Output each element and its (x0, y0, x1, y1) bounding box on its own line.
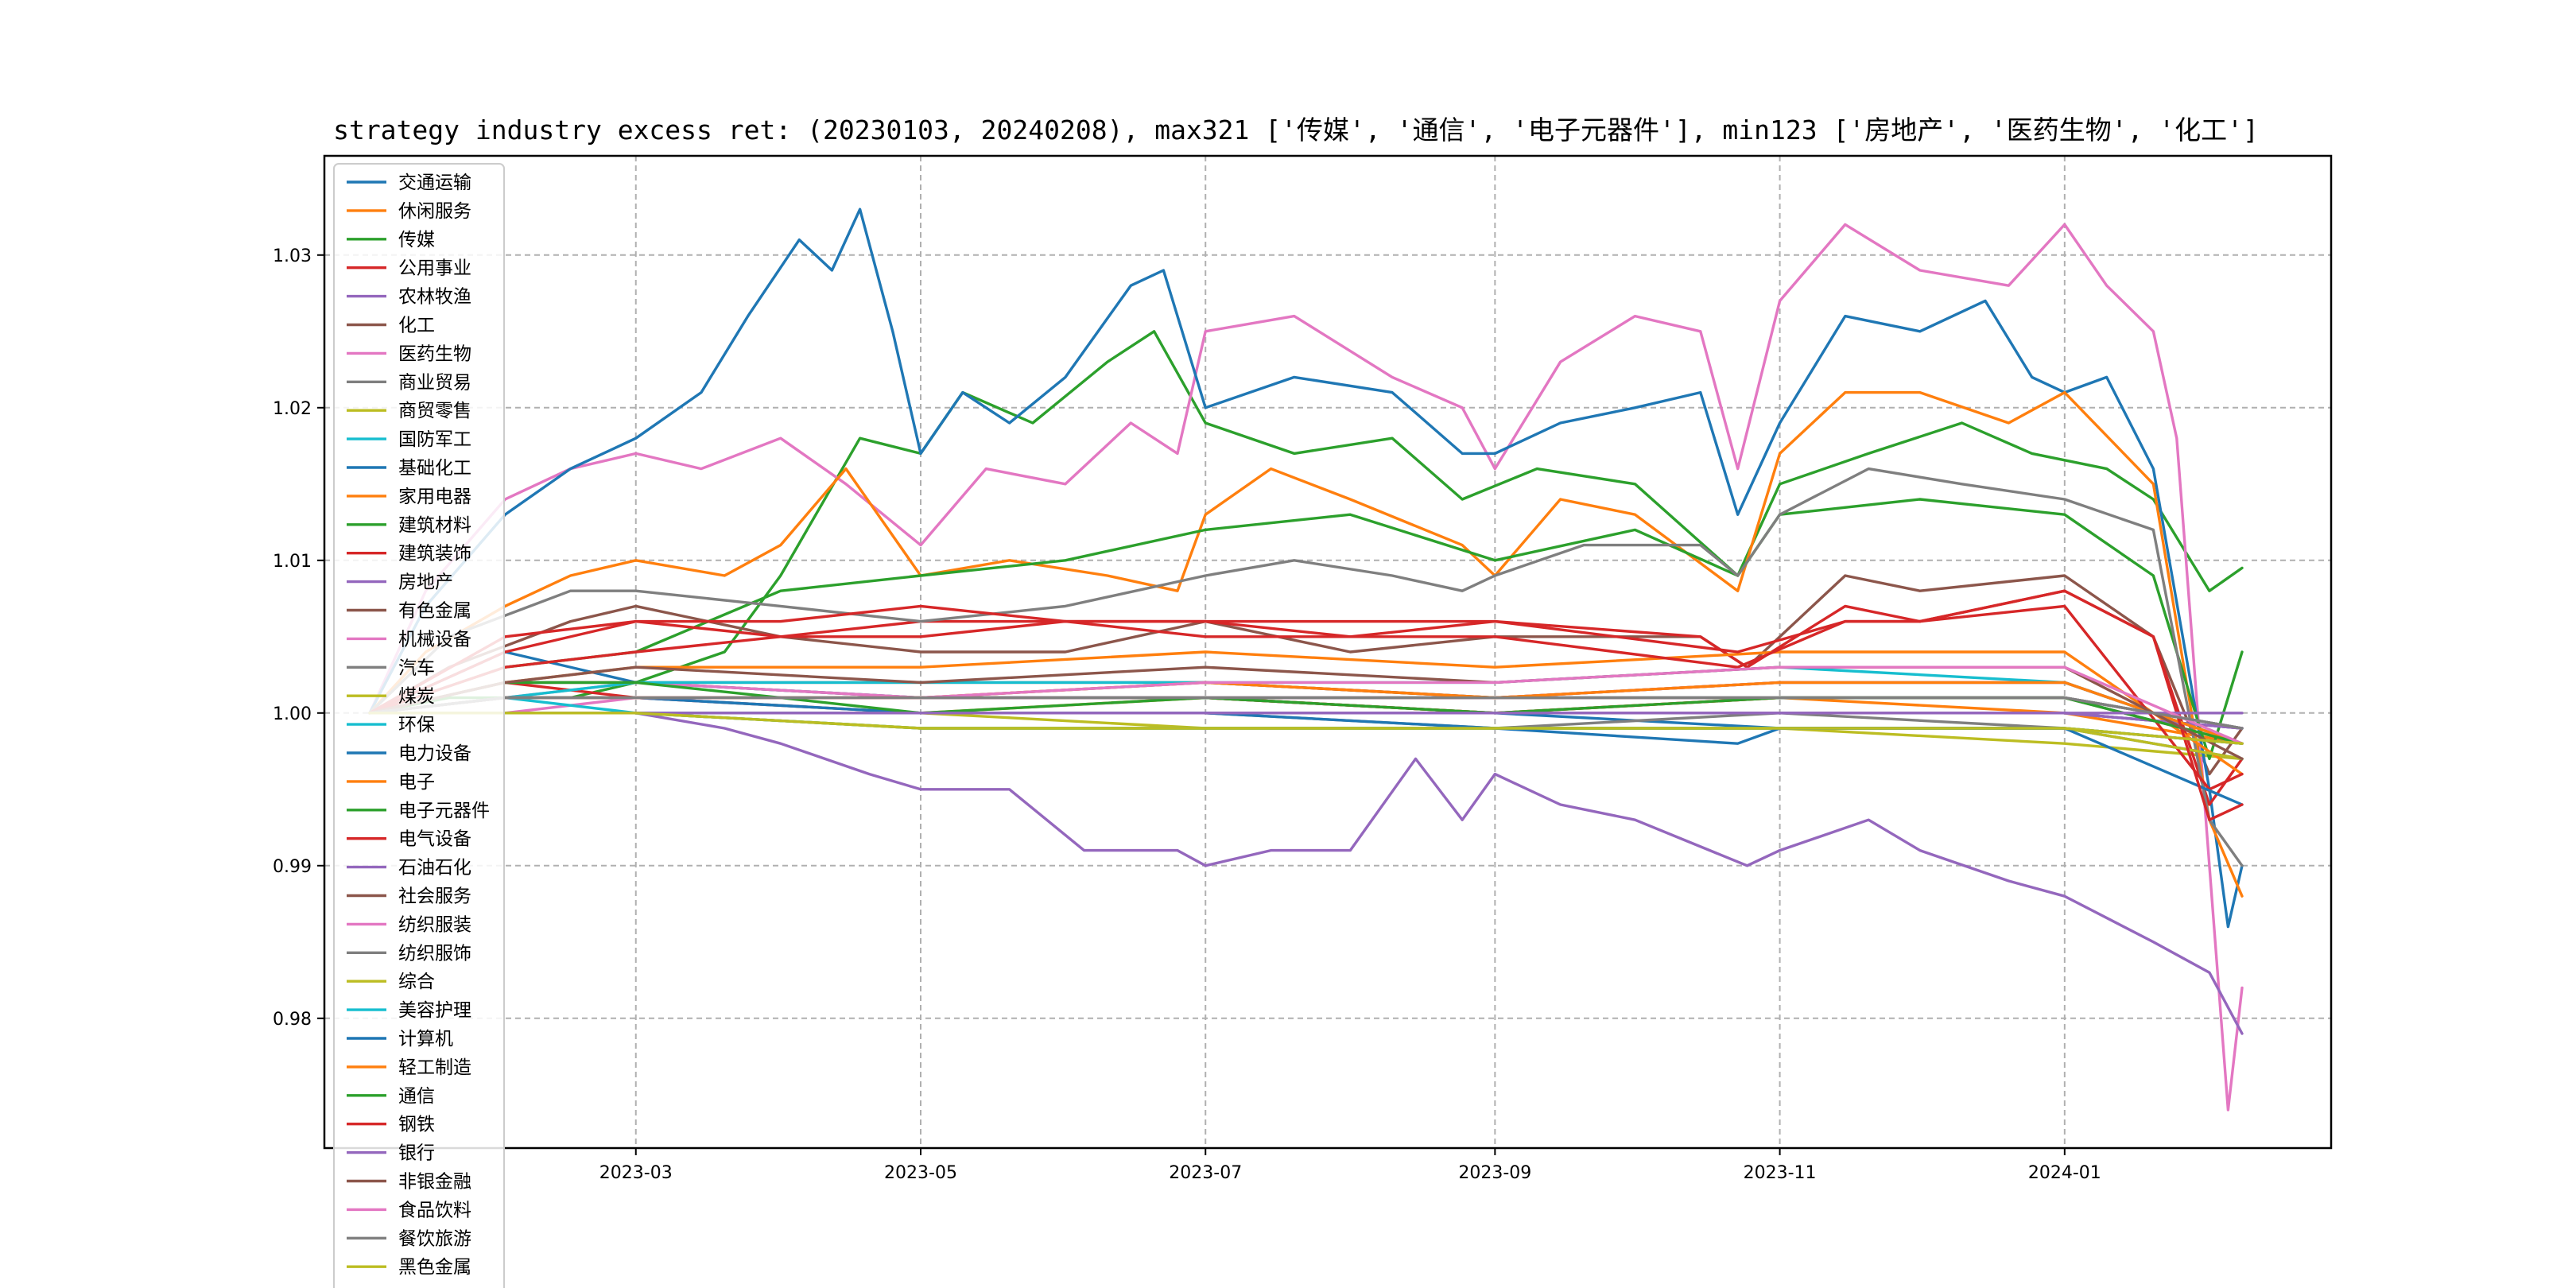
legend-label: 电力设备 (398, 743, 471, 764)
tick-layer: 2023-03 2023-05 2023-07 2023-09 2023-11 2024-… (273, 246, 2101, 1183)
series-line (368, 589, 2244, 821)
legend-box (333, 163, 505, 1288)
legend-label: 房地产 (398, 572, 453, 593)
series-line (368, 390, 2244, 898)
legend-label: 纺织服装 (398, 914, 471, 935)
legend-label: 电子元器件 (398, 801, 490, 821)
legend-label: 有色金属 (398, 601, 471, 622)
series-line (368, 712, 2244, 745)
legend-label: 基础化工 (398, 458, 471, 479)
legend-label: 国防军工 (398, 429, 471, 450)
x-tick-label: 2023-03 (599, 1163, 673, 1183)
legend-label: 汽车 (398, 658, 435, 678)
y-tick-label: 1.01 (273, 552, 312, 572)
series-line (368, 574, 2244, 776)
legend-label: 家用电器 (398, 487, 471, 507)
legend-label: 黑色金属 (398, 1257, 471, 1278)
legend-label: 煤炭 (398, 686, 435, 707)
legend: 交通运输休闲服务传媒公用事业农林牧渔化工医药生物商业贸易商贸零售国防军工基础化工… (333, 163, 505, 1288)
x-tick-label: 2023-05 (884, 1163, 957, 1183)
chart-title: strategy industry excess ret: (20230103,… (333, 114, 2259, 145)
legend-label: 银行 (398, 1143, 435, 1164)
y-tick-label: 1.03 (273, 246, 312, 266)
legend-label: 医药生物 (398, 343, 471, 364)
legend-label: 美容护理 (398, 1000, 471, 1021)
series-line (368, 604, 2244, 791)
series-line (368, 712, 2244, 1035)
legend-label: 公用事业 (398, 258, 471, 279)
legend-label: 化工 (398, 316, 435, 336)
legend-label: 社会服务 (398, 886, 471, 907)
legend-label: 纺织服饰 (398, 943, 471, 964)
legend-label: 通信 (398, 1086, 435, 1107)
legend-label: 餐饮旅游 (398, 1228, 471, 1249)
series-line (368, 498, 2244, 761)
x-tick-label: 2023-11 (1744, 1163, 1817, 1183)
legend-label: 传媒 (398, 230, 435, 250)
legend-label: 钢铁 (398, 1115, 435, 1135)
y-tick-label: 1.02 (273, 399, 312, 419)
legend-label: 商贸零售 (398, 401, 471, 421)
x-tick-label: 2023-07 (1169, 1163, 1242, 1183)
legend-label: 电子 (398, 772, 435, 793)
series-line (368, 223, 2244, 1111)
legend-label: 石油石化 (398, 858, 471, 879)
legend-label: 机械设备 (398, 629, 471, 650)
series-line (368, 208, 2244, 929)
x-tick-label: 2024-01 (2028, 1163, 2101, 1183)
y-tick-label: 0.98 (273, 1010, 312, 1030)
series-line (368, 330, 2244, 715)
legend-label: 轻工制造 (398, 1057, 471, 1078)
legend-label: 交通运输 (398, 173, 471, 193)
legend-label: 建筑装饰 (398, 544, 471, 564)
legend-label: 环保 (398, 715, 435, 735)
legend-label: 计算机 (398, 1029, 453, 1049)
legend-label: 农林牧渔 (398, 287, 471, 308)
plot-frame (323, 154, 2333, 1150)
legend-label: 建筑材料 (398, 515, 471, 536)
x-tick-label: 2023-09 (1458, 1163, 1531, 1183)
series-layer (368, 208, 2244, 1111)
legend-label: 商业贸易 (398, 372, 471, 393)
legend-label: 食品饮料 (398, 1200, 471, 1220)
series-line (368, 696, 2244, 730)
legend-label: 电气设备 (398, 829, 471, 850)
y-tick-label: 0.99 (273, 857, 312, 877)
legend-label: 休闲服务 (398, 201, 471, 222)
y-tick-label: 1.00 (273, 704, 312, 724)
legend-label: 综合 (398, 972, 435, 992)
series-line (368, 467, 2244, 867)
legend-label: 非银金融 (398, 1172, 471, 1193)
